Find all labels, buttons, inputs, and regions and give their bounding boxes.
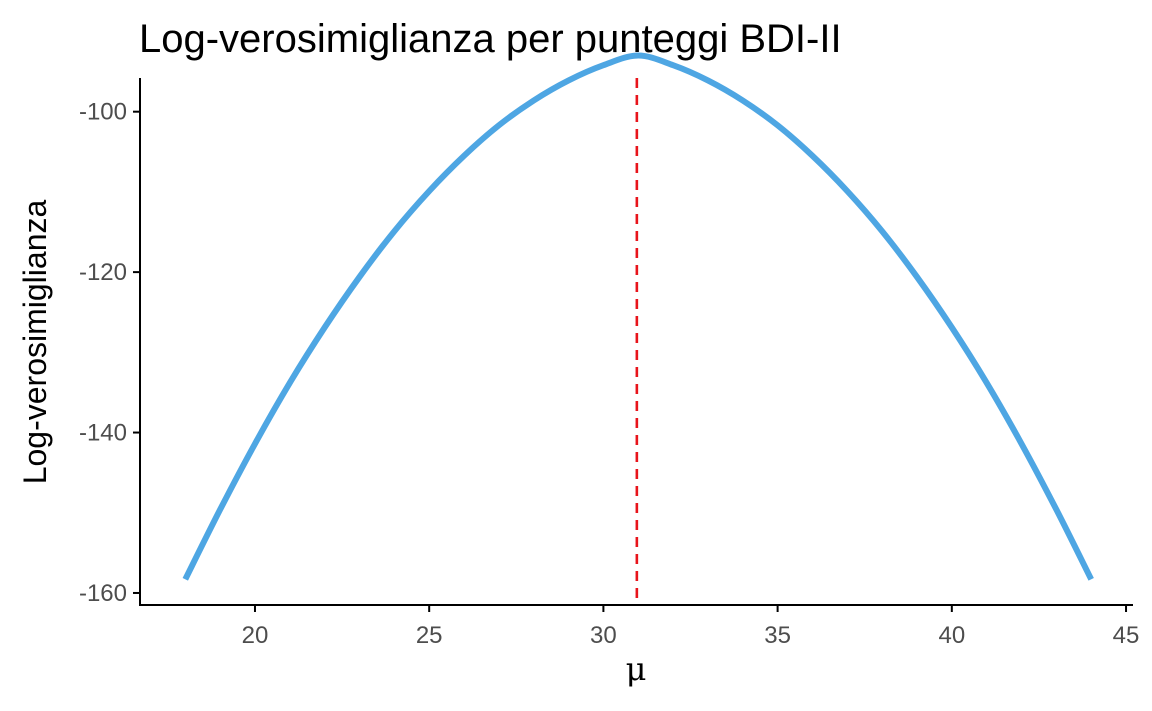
x-tick-label: 30 bbox=[590, 622, 617, 649]
chart-title: Log-verosimiglianza per punteggi BDI-II bbox=[139, 17, 842, 61]
y-tick-label: -140 bbox=[79, 420, 127, 447]
x-tick-label: 20 bbox=[242, 622, 269, 649]
y-ticks: -100 -120 -140 -160 bbox=[79, 99, 140, 607]
y-tick-label: -100 bbox=[79, 99, 127, 126]
y-axis-title: Log-verosimiglianza bbox=[17, 200, 53, 485]
x-axis-title: μ bbox=[626, 650, 647, 688]
log-likelihood-curve bbox=[182, 52, 1094, 581]
y-tick-label: -120 bbox=[79, 259, 127, 286]
x-tick-label: 45 bbox=[1113, 622, 1140, 649]
plot-area: -100 -120 -140 -160 20 25 30 35 40 45 bbox=[79, 52, 1140, 649]
x-ticks: 20 25 30 35 40 45 bbox=[242, 605, 1140, 649]
x-tick-label: 25 bbox=[416, 622, 443, 649]
y-tick-label: -160 bbox=[79, 580, 127, 607]
x-tick-label: 35 bbox=[764, 622, 791, 649]
x-tick-label: 40 bbox=[938, 622, 965, 649]
